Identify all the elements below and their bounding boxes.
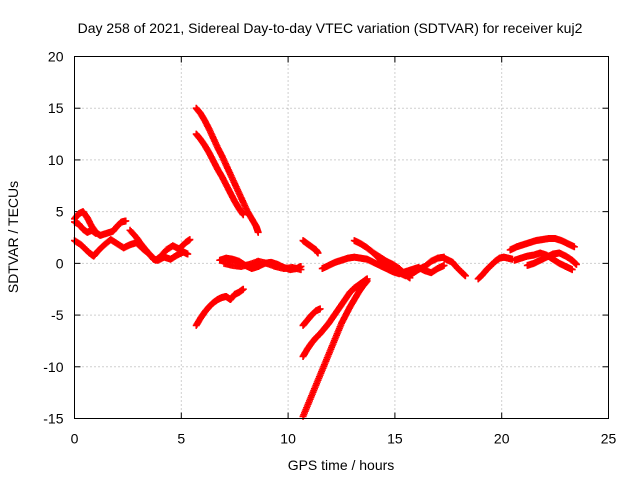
plot-frame bbox=[74, 56, 609, 419]
data-point bbox=[570, 243, 578, 251]
series-arc5 bbox=[192, 104, 262, 236]
data-point bbox=[461, 272, 469, 280]
data-point bbox=[568, 266, 576, 274]
data-point bbox=[239, 211, 247, 219]
x-tick-label: 25 bbox=[601, 431, 617, 447]
series-arc4 bbox=[126, 226, 192, 264]
y-tick-label: 10 bbox=[48, 152, 64, 168]
data-point bbox=[239, 285, 247, 293]
data-point bbox=[363, 275, 371, 283]
series-arc17 bbox=[440, 254, 469, 280]
data-point bbox=[122, 217, 130, 225]
series-arc18 bbox=[474, 253, 516, 283]
x-axis-label: GPS time / hours bbox=[288, 457, 395, 473]
y-tick-label: 0 bbox=[56, 255, 64, 271]
series-arc16 bbox=[370, 249, 448, 280]
x-tick-label: 20 bbox=[494, 431, 510, 447]
data-point bbox=[186, 236, 194, 244]
series-arc21 bbox=[523, 249, 580, 269]
data-point bbox=[572, 260, 580, 268]
y-tick-label: 20 bbox=[48, 49, 64, 65]
series-arc12 bbox=[299, 275, 371, 360]
y-tick-label: 15 bbox=[48, 100, 64, 116]
data-point bbox=[297, 266, 305, 274]
y-tick-label: -5 bbox=[51, 307, 64, 323]
y-tick-label: 5 bbox=[56, 204, 64, 220]
data-point bbox=[92, 229, 100, 237]
data-point bbox=[316, 305, 324, 313]
x-tick-label: 5 bbox=[177, 431, 185, 447]
chart-title: Day 258 of 2021, Sidereal Day-to-day VTE… bbox=[78, 20, 583, 36]
series-arc6 bbox=[192, 130, 247, 219]
series-arc13 bbox=[299, 305, 324, 329]
y-tick-label: -15 bbox=[43, 411, 63, 427]
data-point bbox=[184, 250, 192, 258]
x-tick-label: 15 bbox=[387, 431, 403, 447]
y-axis-label: SDTVAR / TECUs bbox=[5, 181, 21, 293]
series-arc7 bbox=[192, 285, 247, 329]
data-point bbox=[440, 261, 448, 269]
data-points bbox=[71, 104, 580, 420]
series-arc10 bbox=[299, 237, 322, 257]
grid bbox=[74, 56, 609, 419]
y-tick-label: -10 bbox=[43, 359, 63, 375]
x-tick-label: 10 bbox=[280, 431, 296, 447]
series-arc9 bbox=[220, 257, 305, 274]
series-arc2 bbox=[71, 236, 194, 264]
data-point bbox=[254, 228, 262, 236]
series-arc19 bbox=[506, 235, 578, 254]
data-point bbox=[314, 249, 322, 257]
x-tick-label: 0 bbox=[71, 431, 79, 447]
